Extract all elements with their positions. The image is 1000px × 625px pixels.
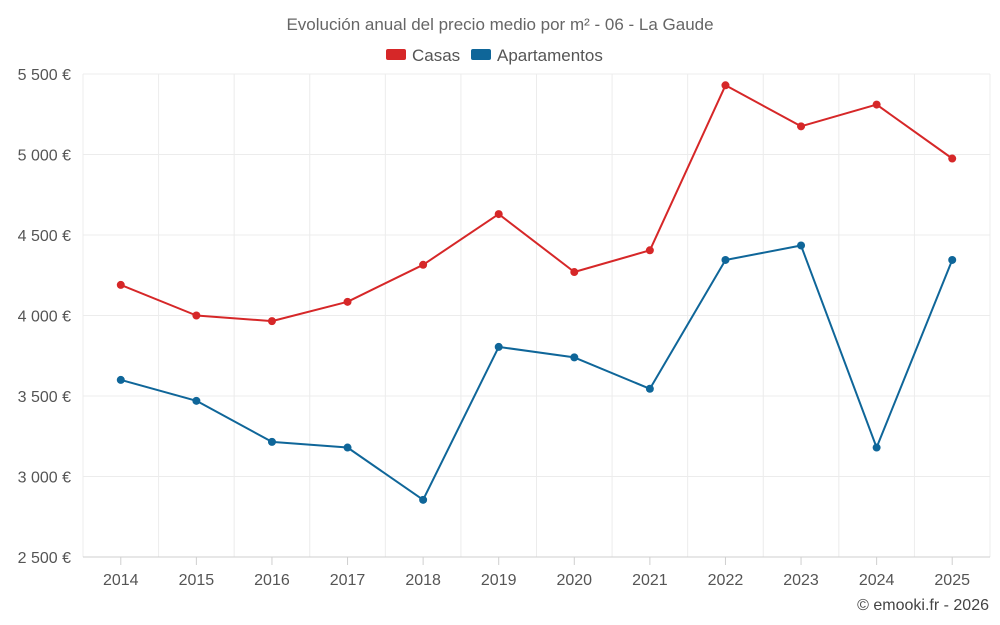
data-point-casas[interactable] [872, 100, 881, 109]
data-point-apartamentos[interactable] [267, 437, 276, 446]
series [116, 81, 957, 504]
x-tick-label: 2020 [556, 572, 592, 589]
y-tick-label: 5 000 € [18, 148, 71, 165]
data-point-apartamentos[interactable] [645, 384, 654, 393]
series-line-casas [120, 84, 953, 323]
data-point-apartamentos[interactable] [872, 443, 881, 452]
y-tick-label: 3 000 € [18, 470, 71, 487]
credit-text: © emooki.fr - 2026 [857, 597, 989, 614]
data-point-casas[interactable] [419, 260, 428, 269]
data-point-casas[interactable] [721, 81, 730, 90]
y-tick-label: 2 500 € [18, 550, 71, 567]
x-tick-label: 2025 [934, 572, 970, 589]
data-point-casas[interactable] [797, 122, 806, 131]
x-tick-label: 2024 [859, 572, 895, 589]
data-point-casas[interactable] [267, 317, 276, 326]
legend-label-casas: Casas [412, 46, 460, 65]
data-point-apartamentos[interactable] [343, 443, 352, 452]
legend-swatch-casas [386, 49, 406, 60]
data-point-apartamentos[interactable] [570, 353, 579, 362]
x-tick-label: 2015 [179, 572, 215, 589]
data-point-apartamentos[interactable] [797, 241, 806, 250]
x-tick-label: 2017 [330, 572, 366, 589]
x-tick-label: 2018 [405, 572, 441, 589]
data-point-apartamentos[interactable] [948, 255, 957, 264]
data-point-casas[interactable] [494, 210, 503, 219]
grid [82, 73, 991, 557]
y-tick-label: 5 500 € [18, 67, 71, 84]
data-point-apartamentos[interactable] [192, 396, 201, 405]
data-point-apartamentos[interactable] [721, 255, 730, 264]
y-tick-label: 3 500 € [18, 389, 71, 406]
legend-item-casas[interactable]: Casas [386, 46, 460, 65]
legend-label-apartamentos: Apartamentos [497, 46, 603, 65]
x-tick-label: 2019 [481, 572, 517, 589]
series-line-apartamentos [120, 244, 954, 501]
data-point-casas[interactable] [343, 297, 352, 306]
chart-title: Evolución anual del precio medio por m² … [286, 15, 713, 34]
data-point-apartamentos[interactable] [494, 342, 503, 351]
data-point-casas[interactable] [192, 311, 201, 320]
x-tick-label: 2023 [783, 572, 819, 589]
data-point-casas[interactable] [948, 154, 957, 163]
x-tick-label: 2021 [632, 572, 668, 589]
data-point-casas[interactable] [645, 246, 654, 255]
data-point-casas[interactable] [116, 280, 125, 289]
legend-swatch-apartamentos [471, 49, 491, 60]
axes: 2 500 € 3 000 € 3 500 € 4 000 € 4 500 € 5 000… [18, 67, 990, 589]
data-point-apartamentos[interactable] [419, 495, 428, 504]
y-tick-label: 4 500 € [18, 228, 71, 245]
legend-item-apartamentos[interactable]: Apartamentos [471, 46, 603, 65]
legend: Casas Apartamentos [386, 46, 603, 65]
x-tick-label: 2014 [103, 572, 139, 589]
x-tick-label: 2022 [708, 572, 744, 589]
data-point-apartamentos[interactable] [116, 375, 125, 384]
y-tick-label: 4 000 € [18, 309, 71, 326]
data-point-casas[interactable] [570, 268, 579, 277]
x-tick-label: 2016 [254, 572, 290, 589]
